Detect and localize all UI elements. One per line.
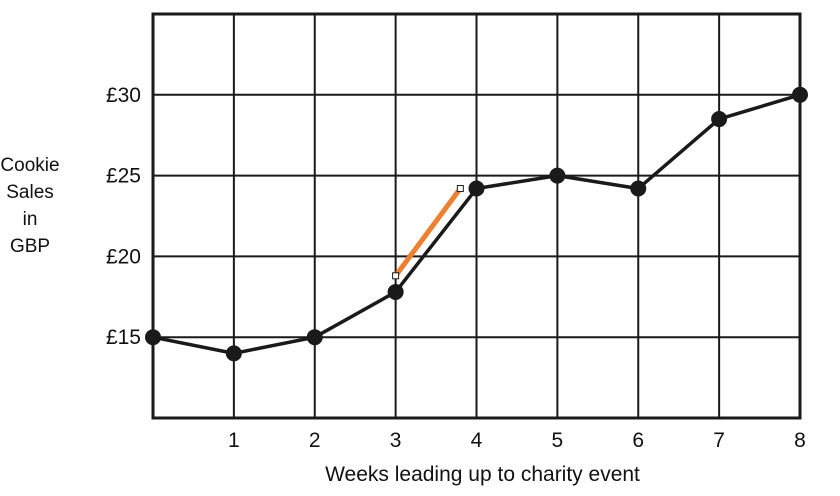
y-axis-title-line: Sales bbox=[6, 182, 54, 203]
y-axis-title-line: Cookie bbox=[0, 155, 59, 176]
y-axis-title-line: GBP bbox=[10, 236, 50, 257]
y-tick-label: £25 bbox=[106, 165, 141, 188]
x-tick-label: 5 bbox=[552, 429, 564, 452]
data-point bbox=[306, 329, 323, 346]
data-point bbox=[549, 167, 566, 184]
x-tick-label: 1 bbox=[228, 429, 240, 452]
y-axis-title: Cookie Sales in GBP bbox=[0, 155, 59, 257]
y-tick-label: £30 bbox=[106, 84, 141, 107]
data-point bbox=[630, 180, 647, 197]
x-axis-title: Weeks leading up to charity event bbox=[325, 463, 640, 486]
x-tick-label: 7 bbox=[713, 429, 725, 452]
data-point bbox=[792, 86, 808, 103]
plot-frame bbox=[151, 12, 802, 420]
chart-grid bbox=[153, 14, 800, 418]
highlight-handle-end[interactable] bbox=[456, 185, 464, 193]
data-point bbox=[387, 283, 404, 300]
x-axis-ticks: 1 2 3 4 5 6 7 8 bbox=[228, 429, 806, 452]
highlight-segment[interactable] bbox=[393, 187, 463, 278]
y-axis-title-line: in bbox=[23, 209, 38, 230]
x-tick-label: 6 bbox=[632, 429, 644, 452]
y-axis-ticks: £15 £20 £25 £30 bbox=[106, 84, 141, 349]
y-tick-label: £15 bbox=[106, 326, 141, 349]
data-point bbox=[145, 329, 161, 346]
highlight-layer bbox=[392, 185, 464, 280]
data-point bbox=[468, 180, 485, 197]
x-tick-label: 4 bbox=[471, 429, 483, 452]
data-point bbox=[225, 345, 242, 362]
x-tick-label: 2 bbox=[309, 429, 321, 452]
x-tick-label: 3 bbox=[390, 429, 402, 452]
series-layer bbox=[145, 86, 808, 362]
y-tick-label: £20 bbox=[106, 245, 141, 268]
x-tick-label: 8 bbox=[794, 429, 806, 452]
data-point bbox=[711, 111, 728, 128]
highlight-handle-start[interactable] bbox=[392, 272, 400, 280]
